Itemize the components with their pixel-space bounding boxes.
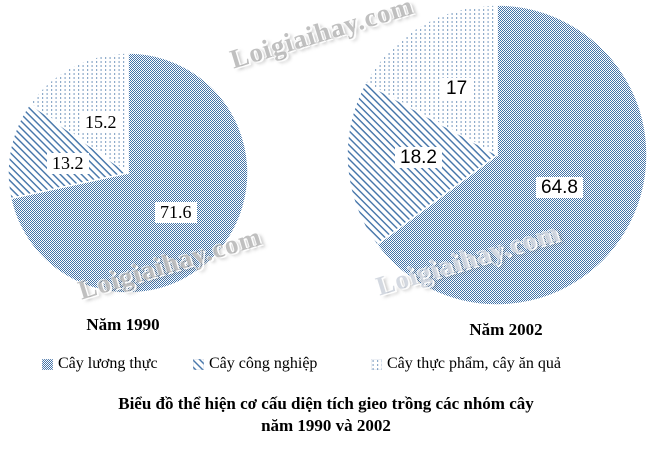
pie-title-2002: Năm 2002 bbox=[469, 320, 543, 339]
legend-item-cay-cong-nghiep: Cây công nghiệp bbox=[193, 355, 317, 373]
data-label-2002-cay-cong-nghiep: 18.2 bbox=[395, 147, 442, 168]
data-label-1990-cay-cong-nghiep: 13.2 bbox=[47, 153, 89, 174]
legend-item-cay-thuc-pham: Cây thực phẩm, cây ăn quả bbox=[371, 355, 561, 373]
data-label-1990-cay-thuc-pham: 15.2 bbox=[80, 112, 122, 133]
data-label-2002-cay-thuc-pham: 17 bbox=[441, 78, 473, 99]
pie-1990-slice-2 bbox=[28, 52, 129, 175]
legend-item-cay-luong-thuc: Cây lương thực bbox=[42, 355, 158, 373]
pie-1990 bbox=[7, 52, 249, 294]
legend-swatch-diagonal-icon bbox=[193, 358, 204, 370]
chart-caption: Biểu đồ thể hiện cơ cấu diện tích gieo t… bbox=[0, 393, 652, 437]
pie-1990-slice-0 bbox=[9, 52, 249, 294]
legend-label: Cây thực phẩm, cây ăn quả bbox=[387, 355, 561, 372]
pie-1990-slice-1 bbox=[7, 102, 130, 200]
legend-swatch-checker-icon bbox=[42, 358, 53, 370]
legend-swatch-dots-icon bbox=[371, 358, 382, 370]
data-label-2002-cay-luong-thuc: 64.8 bbox=[536, 177, 583, 198]
chart-caption-line2: năm 1990 và 2002 bbox=[261, 416, 391, 435]
pie-2002-slice-0 bbox=[375, 4, 648, 306]
pie-2002 bbox=[346, 4, 648, 306]
legend-label: Cây công nghiệp bbox=[209, 355, 318, 372]
pie-title-1990: Năm 1990 bbox=[86, 315, 160, 334]
data-label-1990-cay-luong-thuc: 71.6 bbox=[155, 202, 197, 223]
legend: Cây lương thực Cây công nghiệp Cây thực … bbox=[0, 355, 652, 377]
legend-label: Cây lương thực bbox=[58, 355, 158, 372]
chart-caption-line1: Biểu đồ thể hiện cơ cấu diện tích gieo t… bbox=[118, 394, 534, 413]
pie-2002-slice-2 bbox=[364, 4, 498, 157]
